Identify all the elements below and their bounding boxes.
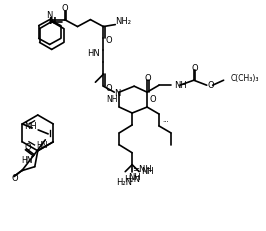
Text: NH: NH xyxy=(24,122,37,131)
Text: =NH: =NH xyxy=(132,165,152,174)
Text: HN: HN xyxy=(21,156,33,165)
Text: O: O xyxy=(145,74,151,83)
Text: O: O xyxy=(11,174,18,183)
Text: N: N xyxy=(48,17,56,26)
Text: O: O xyxy=(149,95,156,103)
Text: NH: NH xyxy=(106,95,117,103)
Text: NH: NH xyxy=(128,173,140,182)
Text: O: O xyxy=(208,81,214,90)
Text: O: O xyxy=(105,36,112,45)
Text: O: O xyxy=(25,143,31,152)
Text: N: N xyxy=(47,11,53,20)
Text: C(CH₃)₃: C(CH₃)₃ xyxy=(231,74,259,83)
Text: NH: NH xyxy=(174,81,187,90)
Text: O: O xyxy=(61,4,68,13)
Text: ...: ... xyxy=(162,117,169,123)
Text: N: N xyxy=(114,89,121,98)
Text: O: O xyxy=(105,84,112,93)
Text: H₂N: H₂N xyxy=(124,175,140,184)
Text: HN: HN xyxy=(88,49,100,58)
Text: *: * xyxy=(102,24,105,29)
Text: H₂N: H₂N xyxy=(116,178,132,187)
Text: NH₂: NH₂ xyxy=(115,17,131,26)
Text: HN: HN xyxy=(36,141,47,150)
Text: NH: NH xyxy=(141,167,154,176)
Text: O: O xyxy=(192,64,198,73)
